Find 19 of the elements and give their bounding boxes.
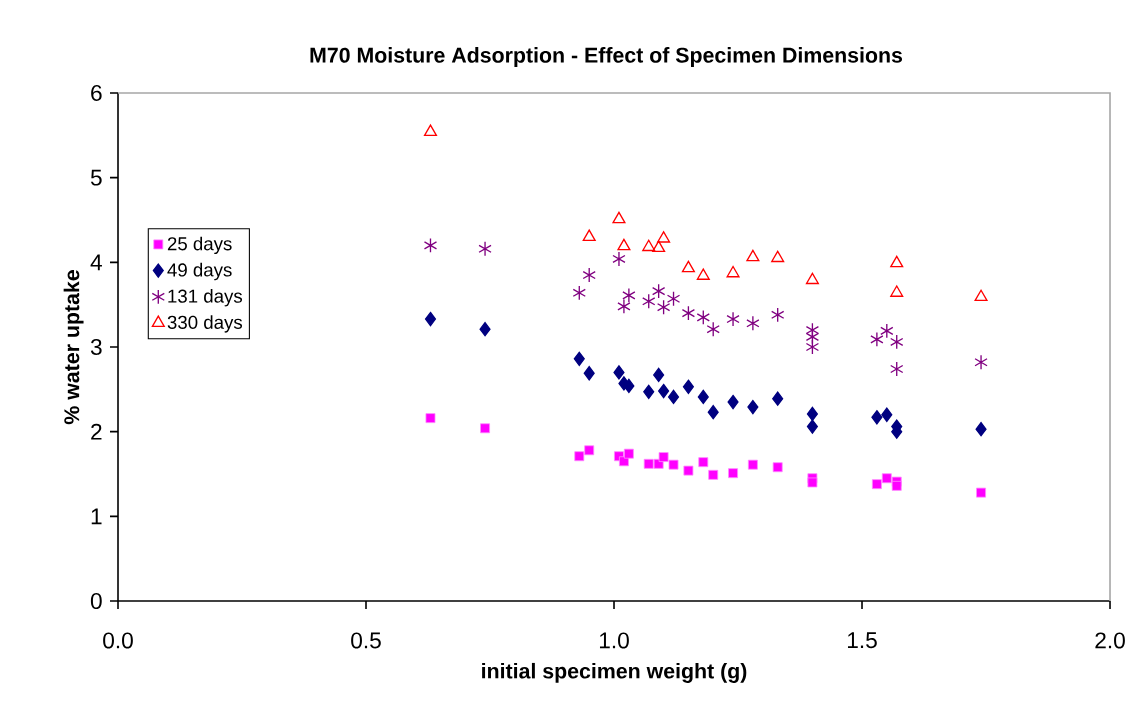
chart-title: M70 Moisture Adsorption - Effect of Specimen Dimensions <box>310 47 903 67</box>
x-axis-title: initial specimen weight (g) <box>482 662 747 683</box>
legend-label: 49 days <box>167 262 232 281</box>
y-tick-label: 4 <box>90 254 102 271</box>
y-axis-title: % water uptake <box>63 270 84 425</box>
x-tick-label: 1.5 <box>847 632 877 649</box>
y-tick-label: 1 <box>91 508 102 525</box>
legend-label: 131 days <box>168 289 243 307</box>
x-tick-label: 0.0 <box>103 632 133 649</box>
legend-label: 25 days <box>167 236 232 255</box>
x-tick-label: 2.0 <box>1095 632 1125 649</box>
x-tick-label: 1.0 <box>599 632 629 649</box>
y-tick-label: 5 <box>90 169 102 186</box>
y-tick-label: 0 <box>90 592 102 610</box>
y-tick-label: 3 <box>90 338 102 356</box>
x-tick-label: 0.5 <box>351 632 381 649</box>
legend-label: 330 days <box>167 315 243 333</box>
y-tick-label: 2 <box>91 423 102 440</box>
y-tick-label: 6 <box>91 84 102 102</box>
